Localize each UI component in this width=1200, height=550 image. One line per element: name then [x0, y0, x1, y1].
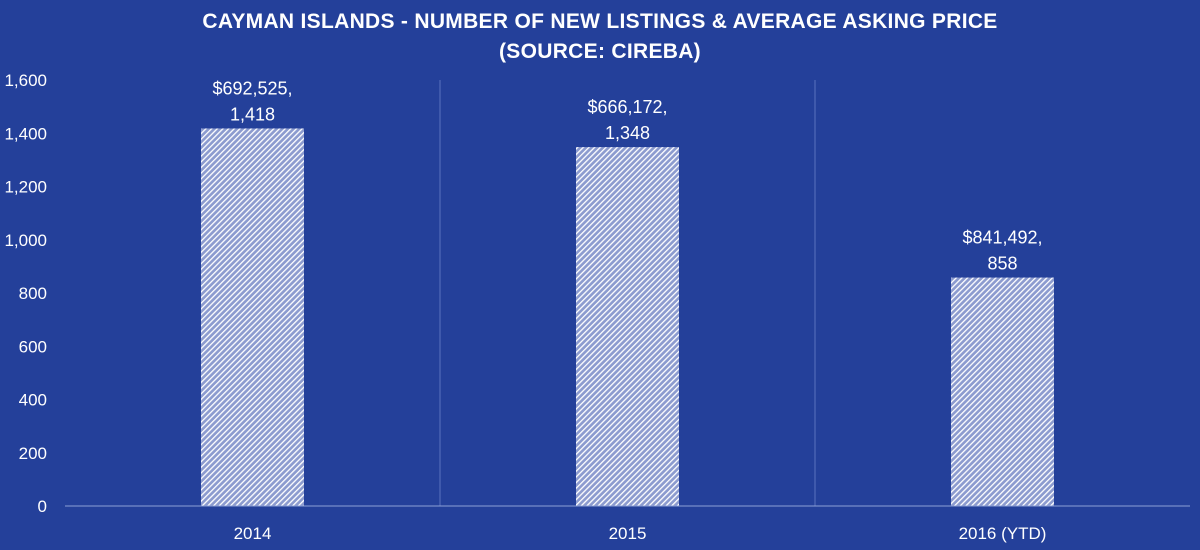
y-tick-label: 1,600	[4, 71, 47, 90]
bar	[951, 277, 1054, 506]
y-tick-label: 1,000	[4, 231, 47, 250]
data-label-price: $692,525,	[212, 78, 292, 98]
y-tick-label: 1,200	[4, 178, 47, 197]
data-label-count: 1,348	[605, 123, 650, 143]
bar	[201, 128, 304, 506]
chart-title: CAYMAN ISLANDS - NUMBER OF NEW LISTINGS …	[202, 10, 998, 33]
y-tick-label: 0	[38, 497, 47, 516]
x-tick-label: 2016 (YTD)	[959, 524, 1047, 543]
chart-subtitle: (SOURCE: CIREBA)	[499, 40, 701, 63]
y-tick-label: 200	[19, 444, 47, 463]
x-tick-label: 2014	[234, 524, 272, 543]
data-label-count: 1,418	[230, 104, 275, 124]
data-label-price: $666,172,	[587, 97, 667, 117]
bar	[576, 147, 679, 506]
y-tick-label: 800	[19, 284, 47, 303]
y-tick-label: 600	[19, 337, 47, 356]
x-tick-label: 2015	[609, 524, 647, 543]
data-label-count: 858	[987, 254, 1017, 274]
y-tick-label: 400	[19, 391, 47, 410]
data-label-price: $841,492,	[962, 228, 1042, 248]
y-tick-label: 1,400	[4, 124, 47, 143]
